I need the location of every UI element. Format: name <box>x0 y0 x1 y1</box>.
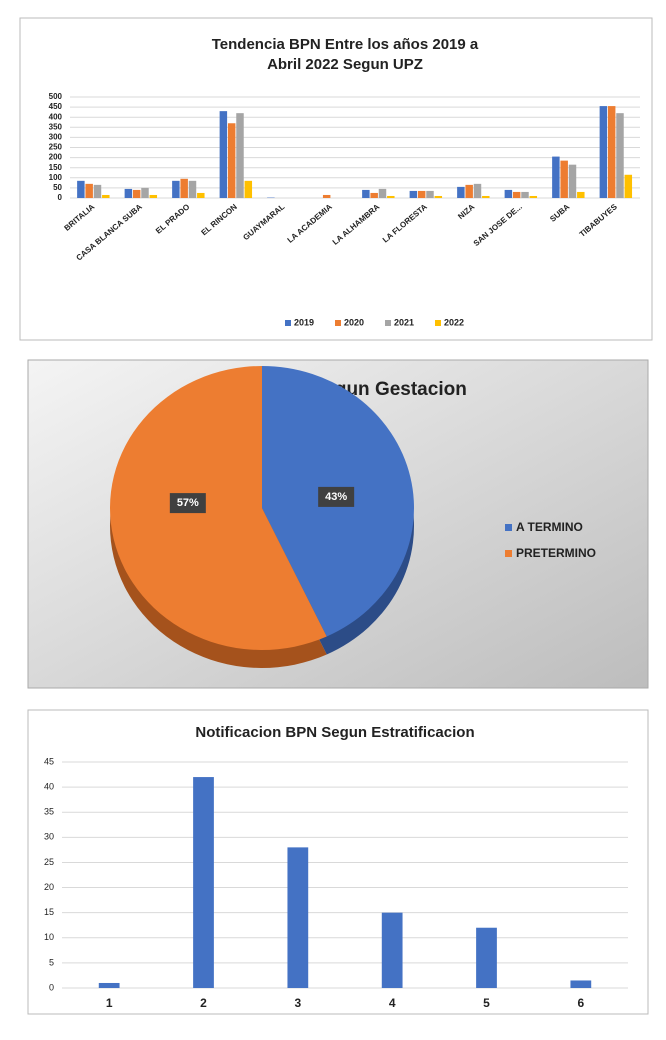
y-tick-label: 300 <box>49 133 63 142</box>
bar <box>132 189 141 198</box>
bar <box>102 194 110 198</box>
legend-swatch <box>385 320 391 326</box>
bar <box>188 180 197 198</box>
y-tick-label: 100 <box>49 173 63 182</box>
bar <box>476 927 497 988</box>
y-tick-label: 15 <box>44 907 54 917</box>
y-tick-label: 50 <box>53 183 62 192</box>
bar <box>570 980 592 988</box>
bar <box>457 186 465 198</box>
legend-label: 2021 <box>394 317 414 327</box>
legend-label: 2019 <box>294 317 314 327</box>
y-tick-label: 10 <box>44 932 54 942</box>
chart-title: Notificacion BPN Segun Estratificacion <box>195 724 474 741</box>
bar <box>616 113 624 198</box>
data-label: 43% <box>325 491 347 503</box>
y-tick-label: 0 <box>58 193 63 202</box>
bar <box>521 191 529 198</box>
bar <box>149 194 158 198</box>
bar <box>607 106 616 198</box>
bar <box>287 847 309 988</box>
bar <box>236 113 244 198</box>
bar <box>624 174 633 198</box>
legend-swatch <box>505 550 512 557</box>
legend-label: A TERMINO <box>516 520 583 534</box>
y-tick-label: 350 <box>49 122 63 131</box>
bar <box>98 982 120 988</box>
legend-label: 2022 <box>444 317 464 327</box>
bar <box>193 777 214 988</box>
bar <box>77 180 85 198</box>
y-tick-label: 500 <box>49 92 63 101</box>
bar <box>409 190 418 198</box>
x-tick-label: 4 <box>389 996 396 1010</box>
bar <box>362 189 370 198</box>
bar <box>482 195 490 198</box>
label-box <box>318 486 355 507</box>
bar <box>322 194 331 198</box>
bar <box>504 189 513 198</box>
bar <box>529 195 538 198</box>
chart-title: Abril 2022 Segun UPZ <box>267 56 423 73</box>
y-tick-label: 400 <box>49 112 63 121</box>
y-tick-label: 45 <box>44 756 54 766</box>
bar <box>426 190 434 198</box>
legend-swatch <box>435 320 441 326</box>
bar <box>124 188 133 198</box>
y-tick-label: 150 <box>49 163 63 172</box>
bar <box>85 183 93 198</box>
y-tick-label: 5 <box>49 957 54 967</box>
y-tick-label: 40 <box>44 781 54 791</box>
bar <box>197 192 205 198</box>
x-tick-label: 3 <box>294 996 301 1010</box>
bar <box>417 190 426 198</box>
legend-swatch <box>505 524 512 531</box>
bar <box>465 184 473 198</box>
x-tick-label: 5 <box>483 996 490 1010</box>
y-tick-label: 30 <box>44 832 54 842</box>
bar <box>512 191 521 198</box>
label-box <box>169 493 206 514</box>
x-tick-label: 2 <box>200 996 207 1010</box>
x-tick-label: 6 <box>577 996 584 1010</box>
y-tick-label: 450 <box>49 102 63 111</box>
bar <box>568 164 577 198</box>
bar <box>180 178 188 198</box>
bar <box>370 192 378 198</box>
bar <box>227 123 236 198</box>
x-tick-label: 1 <box>106 996 113 1010</box>
bar <box>93 184 102 198</box>
bar <box>244 180 253 198</box>
y-tick-label: 0 <box>49 982 54 992</box>
y-tick-label: 250 <box>49 143 63 152</box>
bar <box>599 106 608 198</box>
chart-title: Tendencia BPN Entre los años 2019 a <box>212 36 479 53</box>
bar <box>381 912 403 988</box>
bar <box>560 160 568 198</box>
bar <box>141 187 149 198</box>
y-tick-label: 20 <box>44 882 54 892</box>
chart-frame <box>19 17 653 341</box>
legend-swatch <box>285 320 291 326</box>
bar <box>172 180 180 198</box>
bar <box>577 191 585 198</box>
pie-slice <box>109 366 327 651</box>
legend-label: PRETERMINO <box>516 546 596 560</box>
bar <box>219 111 228 198</box>
bar <box>434 195 443 198</box>
bar <box>473 183 482 198</box>
legend-swatch <box>335 320 341 326</box>
legend-label: 2020 <box>344 317 364 327</box>
bar <box>378 188 387 198</box>
bar <box>552 156 560 198</box>
y-tick-label: 200 <box>49 153 63 162</box>
y-tick-label: 35 <box>44 807 54 817</box>
bar <box>387 195 395 198</box>
y-tick-label: 25 <box>44 857 54 867</box>
data-label: 57% <box>177 497 199 509</box>
